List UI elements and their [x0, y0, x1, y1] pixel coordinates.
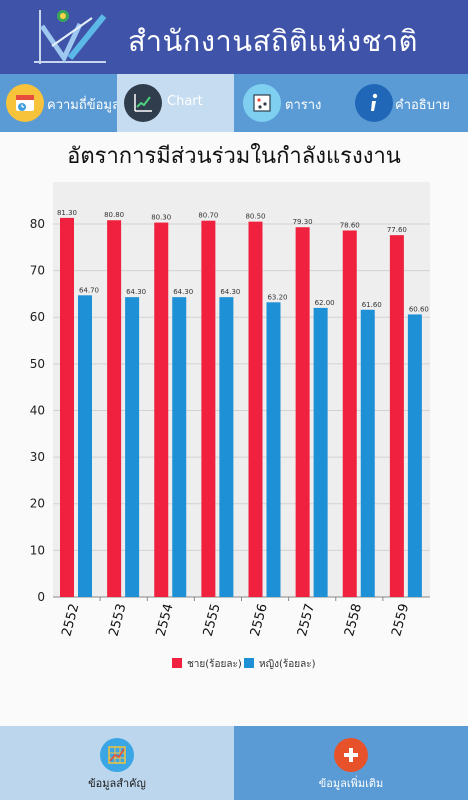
y-tick-label: 50	[30, 357, 45, 371]
tab-table[interactable]: ตาราง	[234, 74, 351, 132]
data-label: 61.60	[362, 301, 382, 309]
tab-bar: ความถี่ข้อมูล Chart ตาราง	[0, 74, 468, 132]
key-data-grid-icon	[100, 738, 134, 772]
x-tick-label: 2557	[295, 602, 318, 638]
app-header: สำนักงานสถิติแห่งชาติ	[0, 0, 468, 74]
legend-label-male: ชาย(ร้อยละ)	[187, 658, 242, 670]
y-tick-label: 60	[30, 310, 45, 324]
data-label: 60.60	[409, 305, 429, 313]
line-chart-icon	[124, 84, 162, 122]
bar-female	[407, 314, 422, 597]
bar-male	[154, 222, 169, 597]
y-tick-label: 70	[30, 264, 45, 278]
key-data-label: ข้อมูลสำคัญ	[88, 777, 146, 790]
legend-swatch-male	[172, 658, 182, 668]
calendar-clock-icon	[6, 84, 44, 122]
tab-chart[interactable]: Chart	[117, 74, 234, 132]
bar-male	[342, 230, 357, 597]
plus-circle-icon	[334, 738, 368, 772]
bar-male	[107, 220, 122, 597]
bar-male	[248, 221, 263, 597]
data-label: 64.70	[79, 286, 99, 294]
y-tick-label: 40	[30, 403, 45, 417]
data-label: 79.30	[293, 218, 313, 226]
y-tick-label: 10	[30, 543, 45, 557]
legend-label-female: หญิง(ร้อยละ)	[259, 658, 316, 670]
data-label: 81.30	[57, 209, 77, 217]
data-label: 80.70	[198, 212, 218, 220]
tab-chart-label: Chart	[167, 94, 203, 109]
y-tick-label: 20	[30, 497, 45, 511]
tab-frequency-label: ความถี่ข้อมูล	[47, 98, 120, 113]
x-tick-label: 2559	[389, 602, 412, 638]
more-data-button[interactable]: ข้อมูลเพิ่มเติม	[234, 726, 468, 800]
data-label: 62.00	[315, 299, 335, 307]
tab-frequency[interactable]: ความถี่ข้อมูล	[0, 74, 120, 132]
x-tick-label: 2556	[248, 602, 271, 638]
tab-description[interactable]: คำอธิบาย	[351, 74, 468, 132]
chart-title: อัตราการมีส่วนร่วมในกำลังแรงงาน	[67, 144, 401, 169]
bottom-nav: ข้อมูลสำคัญ ข้อมูลเพิ่มเติม	[0, 726, 468, 800]
bar-male	[60, 217, 74, 598]
bar-male	[389, 235, 404, 598]
data-label: 63.20	[267, 293, 287, 301]
info-icon	[355, 84, 393, 122]
data-label: 80.80	[104, 211, 124, 219]
tab-table-label: ตาราง	[285, 98, 322, 113]
data-label: 80.30	[151, 214, 171, 222]
x-tick-label: 2552	[59, 602, 82, 638]
x-tick-label: 2558	[342, 602, 365, 638]
y-tick-label: 80	[30, 217, 45, 231]
x-tick-label: 2554	[154, 602, 177, 638]
bar-female	[266, 302, 281, 597]
app-title: สำนักงานสถิติแห่งชาติ	[128, 24, 418, 58]
x-tick-label: 2553	[106, 602, 129, 638]
data-label: 78.60	[340, 221, 360, 229]
y-tick-label: 0	[37, 590, 45, 604]
bar-female	[172, 297, 187, 597]
tab-description-label: คำอธิบาย	[395, 98, 450, 113]
bar-male	[201, 220, 216, 597]
bar-female	[313, 307, 328, 597]
key-data-button[interactable]: ข้อมูลสำคัญ	[0, 726, 234, 800]
bar-male	[295, 227, 310, 597]
legend-swatch-female	[244, 658, 254, 668]
more-data-label: ข้อมูลเพิ่มเติม	[318, 777, 384, 790]
data-label: 64.30	[173, 288, 193, 296]
y-tick-label: 30	[30, 450, 45, 464]
bar-female	[360, 309, 375, 597]
data-label: 64.30	[220, 288, 240, 296]
data-label: 64.30	[126, 288, 146, 296]
bar-female	[125, 297, 140, 597]
bar-female	[78, 295, 92, 597]
nso-logo-icon	[34, 10, 107, 64]
table-grid-icon	[243, 84, 281, 122]
bar-female	[219, 297, 234, 597]
bar-chart: 0 10 20 30 40 50 60 70 80 81.30 64.70 2552 80.80 64.3…	[30, 182, 430, 670]
data-label: 80.50	[245, 213, 265, 221]
data-label: 77.60	[387, 226, 407, 234]
x-tick-label: 2555	[201, 602, 224, 638]
